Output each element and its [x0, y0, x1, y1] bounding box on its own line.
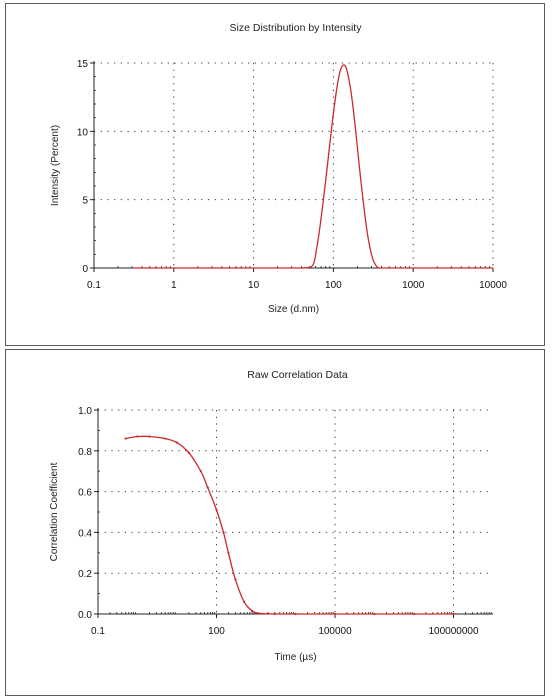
data-point [148, 435, 151, 438]
y-tick-label: 0.4 [78, 528, 92, 539]
data-point [373, 612, 376, 616]
data-point [199, 470, 202, 473]
size-distribution-panel: Size Distribution by Intensity 0.1 1 10 100 1… [5, 3, 545, 346]
x-tick-label: 0.1 [91, 626, 105, 637]
data-point [222, 531, 225, 534]
x-tick-label: 1 [171, 280, 177, 291]
x-tick-label: 100 [325, 280, 342, 291]
data-point [294, 612, 297, 616]
data-point [266, 612, 269, 615]
data-point [234, 578, 237, 581]
data-point [164, 437, 167, 440]
series-line [132, 64, 493, 269]
chart-title: Size Distribution by Intensity [230, 22, 363, 34]
y-tick-label: 0 [82, 264, 88, 275]
y-axis-label: Intensity (Percent) [50, 125, 61, 206]
x-tick-label: 1000 [402, 280, 425, 291]
x-tick-label: 100 [208, 626, 225, 637]
x-tick-label: 0.1 [87, 280, 101, 291]
data-point [187, 451, 190, 454]
data-point [243, 600, 246, 603]
data-point [333, 612, 337, 616]
x-axis-label: Size (d.nm) [268, 304, 319, 315]
chart-title: Raw Correlation Data [247, 369, 348, 381]
y-tick-label: 1.0 [78, 406, 92, 417]
series-line [125, 435, 454, 615]
data-point [412, 612, 416, 616]
y-tick-label: 0.2 [78, 569, 92, 580]
data-point [251, 609, 254, 613]
x-tick-label: 10 [248, 280, 260, 291]
raw-correlation-chart: Raw Correlation Data 0.1 100 100000 10000000… [49, 369, 493, 663]
y-tick-label: 5 [82, 196, 88, 207]
data-point [136, 435, 139, 438]
x-tick-label: 10000 [479, 280, 507, 291]
y-tick-label: 0.6 [78, 488, 92, 499]
data-point [273, 612, 276, 616]
raw-correlation-panel: Raw Correlation Data 0.1 100 100000 10000000… [5, 349, 545, 696]
y-tick-label: 0.0 [78, 610, 92, 621]
x-tick-label: 100000 [318, 626, 352, 637]
data-point [227, 551, 230, 554]
data-point [452, 612, 455, 616]
y-axis-label: Correlation Coefficient [49, 462, 60, 561]
data-point [258, 612, 261, 615]
data-point [206, 486, 209, 489]
y-tick-label: 10 [77, 127, 89, 138]
y-tick-label: 0.8 [78, 447, 92, 458]
data-point [175, 441, 179, 444]
data-point [215, 508, 218, 512]
x-tick-label: 100000000 [428, 626, 478, 637]
y-tick-label: 15 [77, 59, 89, 70]
data-point [124, 437, 127, 440]
x-axis-label: Time (µs) [274, 652, 316, 663]
